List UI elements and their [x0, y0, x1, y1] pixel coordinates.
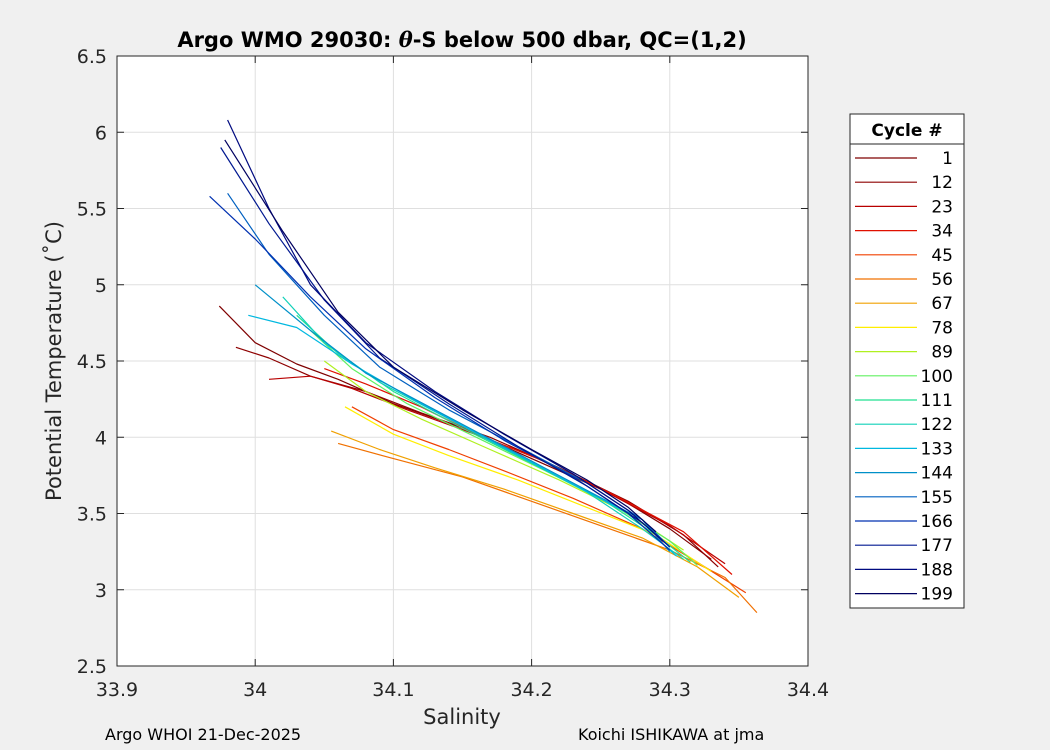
y-axis-label: Potential Temperature (˚C): [42, 221, 66, 501]
legend-label-111: 111: [921, 391, 953, 411]
chart-title: Argo WMO 29030: θ-S below 500 dbar, QC=(…: [177, 27, 746, 52]
y-tick-label: 3.5: [77, 504, 107, 526]
y-tick-label: 3: [95, 580, 107, 602]
series-line-cycle-188: [227, 119, 664, 542]
x-axis-label: Salinity: [423, 705, 501, 729]
x-tick-label: 34.3: [649, 679, 691, 701]
series-line-cycle-67: [330, 430, 740, 598]
x-tick-label: 34.4: [787, 679, 829, 701]
legend-box: [849, 113, 965, 609]
legend: Cycle # 1 12 23 34 45 56 67 78 89 100 111 122 133 144…: [849, 113, 965, 609]
series-line-cycle-100: [310, 330, 698, 566]
legend-label-1: 1: [942, 149, 953, 169]
series-line-cycle-144: [254, 284, 671, 552]
legend-label-188: 188: [921, 560, 953, 580]
series-group: [209, 119, 758, 614]
legend-label-23: 23: [931, 197, 953, 217]
tick-label-group: 33.9 34 34.1 34.2 34.3 34.4 2.5 3 3.5 4 4.5 5 5.5 6 6.…: [77, 46, 829, 701]
tick-group: [116, 55, 809, 667]
series-line-cycle-56: [337, 442, 758, 614]
legend-items: 1 12 23 34 45 56 67 78 89 100 111 122 133 144 155 166 17…: [855, 149, 953, 605]
legend-label-144: 144: [921, 464, 953, 484]
legend-label-34: 34: [931, 222, 953, 242]
legend-label-155: 155: [921, 488, 953, 508]
legend-label-45: 45: [931, 246, 953, 266]
legend-label-67: 67: [931, 294, 953, 314]
x-tick-label: 34.1: [372, 679, 414, 701]
legend-label-133: 133: [921, 439, 953, 459]
series-line-cycle-34: [324, 368, 733, 575]
x-tick-label: 34: [243, 679, 267, 701]
y-tick-label: 6: [95, 122, 107, 144]
legend-label-199: 199: [921, 585, 953, 605]
y-tick-label: 4.5: [77, 351, 107, 373]
legend-label-100: 100: [921, 367, 953, 387]
y-tick-label: 2.5: [77, 656, 107, 678]
x-tick-label: 34.2: [510, 679, 552, 701]
x-tick-label: 33.9: [96, 679, 138, 701]
series-line-cycle-23: [268, 375, 726, 565]
legend-label-166: 166: [921, 512, 953, 532]
legend-label-12: 12: [931, 173, 953, 193]
legend-label-122: 122: [921, 415, 953, 435]
series-line-cycle-177: [220, 147, 671, 548]
legend-title: Cycle #: [871, 121, 942, 141]
footer-right: Koichi ISHIKAWA at jma: [578, 725, 765, 744]
series-line-cycle-133: [248, 314, 678, 557]
y-tick-label: 6.5: [77, 46, 107, 68]
y-tick-label: 5: [95, 275, 107, 297]
legend-label-89: 89: [931, 343, 953, 363]
footer-left: Argo WHOI 21-Dec-2025: [105, 725, 302, 744]
series-line-cycle-199: [224, 139, 657, 533]
y-tick-label: 4: [95, 427, 107, 449]
legend-label-56: 56: [931, 270, 953, 290]
y-tick-label: 5.5: [77, 199, 107, 221]
legend-label-177: 177: [921, 536, 953, 556]
legend-label-78: 78: [931, 318, 953, 338]
